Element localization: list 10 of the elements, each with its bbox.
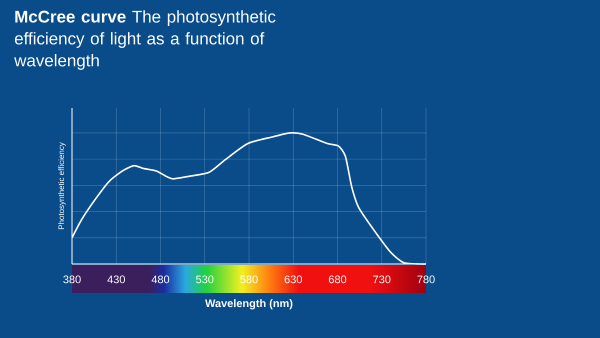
x-tick-label: 480	[152, 276, 170, 284]
x-tick-label: 580	[240, 276, 258, 284]
x-tick-label: 430	[107, 276, 125, 284]
x-axis-title: Wavelength (nm)	[205, 299, 292, 310]
x-tick-label: 730	[373, 276, 390, 284]
x-tick-label: 380	[63, 276, 81, 284]
x-tick-label: 680	[328, 276, 346, 284]
x-tick-label: 530	[196, 276, 214, 284]
x-tick-label: 630	[284, 276, 302, 284]
chart-title: McCree curve The photosynthetic efficiency of light as a function of wavelength	[14, 10, 276, 70]
